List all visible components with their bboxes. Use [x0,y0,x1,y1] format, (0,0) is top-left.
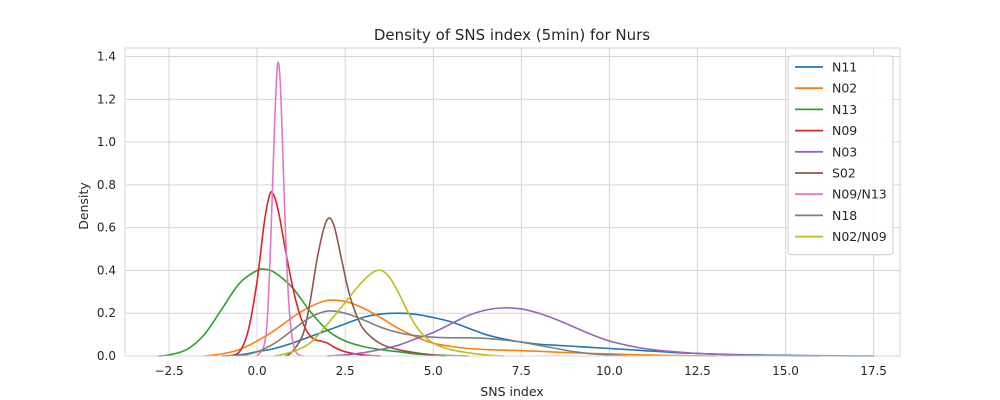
grid-layer [125,48,900,357]
x-axis-label: SNS index [480,384,543,399]
x-tick-label: 10.0 [596,364,623,378]
y-tick-label: 0.6 [97,221,116,235]
axis-layer: −2.5 0.0 2.5 5.0 7.5 10.0 12.5 15.0 17.5 0.0 0.2 0.… [97,47,901,378]
legend-label-n18: N18 [832,208,857,223]
legend-label-n13: N13 [832,102,857,117]
legend-label-n09: N09 [832,123,857,138]
legend: N11 N02 N13 N09 N03 S02 N09/N13 N18 N02/N09 [787,55,894,256]
x-tick-label: 2.5 [336,364,355,378]
series-layer [157,61,875,357]
series-line-n09 [228,190,382,357]
series-line-n13 [157,268,470,357]
chart-title: Density of SNS index (5min) for Nurs [374,26,650,44]
y-tick-label: 1.2 [97,92,116,106]
x-tick-label: 7.5 [512,364,531,378]
y-tick-label: 1.0 [97,135,116,149]
x-tick-label: 5.0 [424,364,443,378]
y-tick-label: 1.4 [97,50,116,64]
legend-label-n03: N03 [832,144,857,159]
series-line-n02 [203,299,716,357]
legend-label-n09-n13: N09/N13 [832,187,887,202]
x-tick-label: 0.0 [248,364,267,378]
y-tick-label: 0.0 [97,349,116,363]
plot-frame [124,47,901,357]
series-line-n02-n09 [273,269,505,357]
series-line-n09-n13 [256,61,304,357]
x-tick-label: 12.5 [684,364,711,378]
y-tick-label: 0.2 [97,306,116,320]
x-tick-label: 17.5 [860,364,887,378]
legend-label-n02: N02 [832,81,857,96]
series-line-s02 [284,217,445,357]
x-tick-label: 15.0 [772,364,799,378]
legend-box [787,55,894,256]
x-tick-label: −2.5 [154,364,183,378]
plot-area [125,48,900,356]
legend-label-n11: N11 [832,60,857,75]
y-axis-label: Density [76,182,91,230]
legend-label-s02: S02 [832,166,856,181]
y-tick-label: 0.8 [97,178,116,192]
legend-label-n02-n09: N02/N09 [832,229,887,244]
series-line-n18 [238,310,628,357]
y-tick-label: 0.4 [97,263,116,277]
series-line-n03 [326,307,822,357]
